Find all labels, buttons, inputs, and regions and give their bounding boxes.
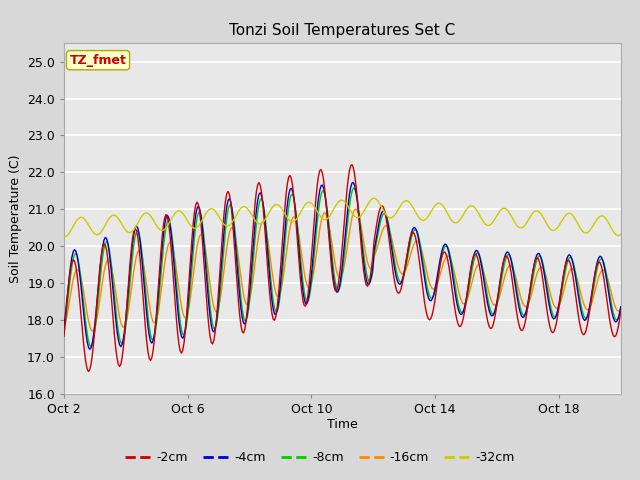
X-axis label: Time: Time: [327, 419, 358, 432]
Y-axis label: Soil Temperature (C): Soil Temperature (C): [8, 154, 22, 283]
Legend: -2cm, -4cm, -8cm, -16cm, -32cm: -2cm, -4cm, -8cm, -16cm, -32cm: [120, 446, 520, 469]
Title: Tonzi Soil Temperatures Set C: Tonzi Soil Temperatures Set C: [229, 23, 456, 38]
Text: TZ_fmet: TZ_fmet: [70, 54, 127, 67]
